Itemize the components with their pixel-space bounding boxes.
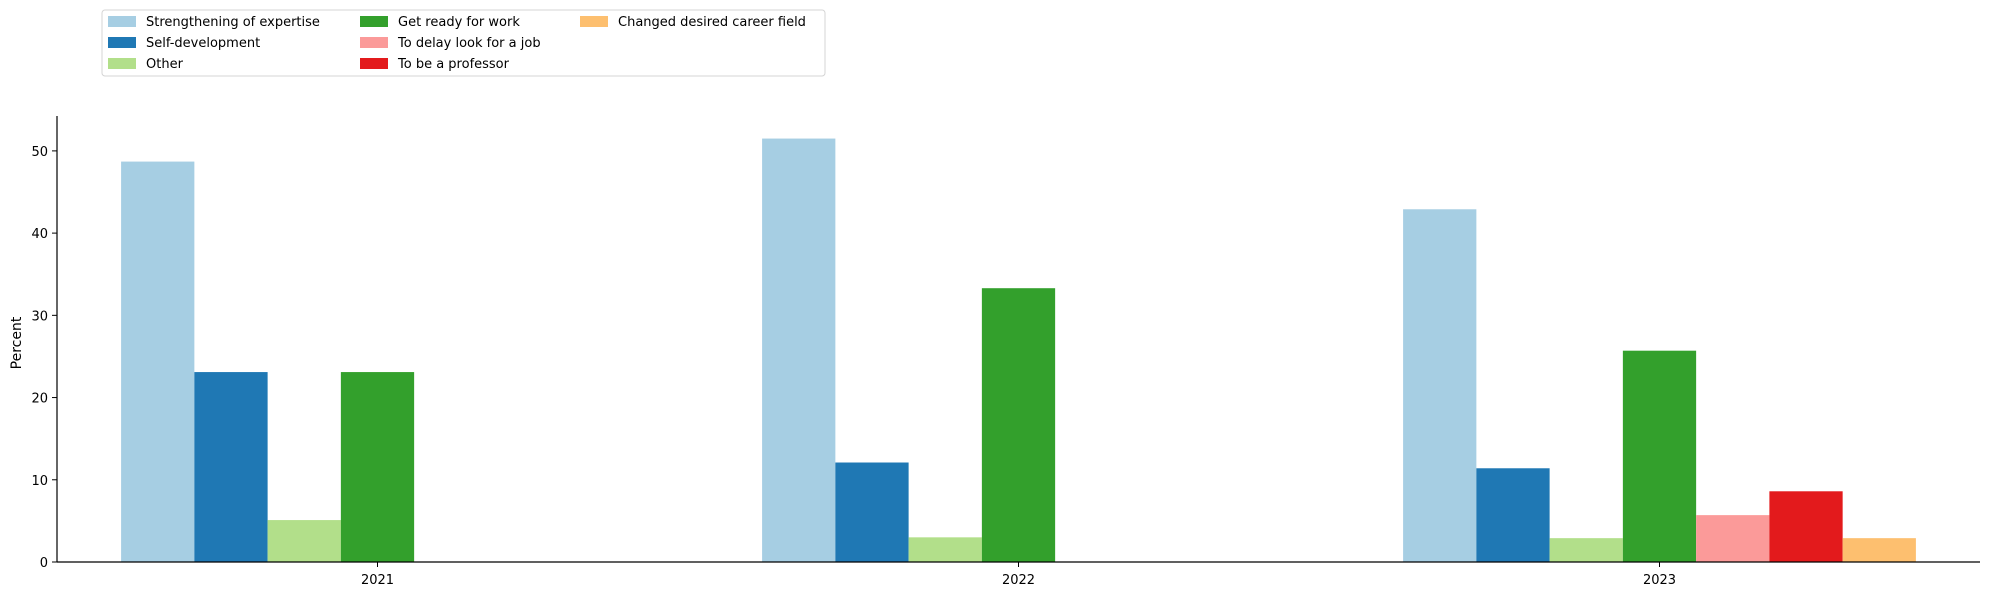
legend-swatch [360,37,388,48]
x-tick-label: 2022 [1002,573,1035,588]
legend-label: To delay look for a job [397,36,541,51]
legend-swatch [360,16,388,27]
legend-label: Self-development [146,36,260,51]
x-tick-label: 2023 [1643,573,1676,588]
bar-get-ready-for-work-2023 [1622,350,1697,562]
bar-self-development-2023 [1476,468,1550,562]
legend-swatch [360,58,388,69]
legend-label: Other [146,57,184,72]
bar-self-development-2021 [194,372,268,562]
bar-strengthening-of-expertise-2022 [762,138,836,562]
y-tick-label: 10 [31,474,48,489]
bar-strengthening-of-expertise-2021 [121,161,195,562]
bar-to-delay-look-for-a-job-2023 [1696,515,1770,562]
y-tick-label: 40 [31,227,48,242]
legend-swatch [108,16,136,27]
legend: Strengthening of expertise Self-developme… [101,9,826,77]
bars [121,138,1916,562]
legend-label: Get ready for work [398,15,520,30]
y-tick-label: 0 [40,556,48,571]
y-tick-label: 30 [31,309,48,324]
bar-get-ready-for-work-2021 [340,372,415,562]
bar-other-2022 [908,537,982,562]
bar-get-ready-for-work-2022 [981,288,1056,562]
bar-to-be-a-professor-2023 [1769,491,1843,562]
y-tick-label: 20 [31,392,48,407]
y-tick-label: 50 [31,145,48,160]
legend-label: Strengthening of expertise [146,15,320,30]
bar-other-2021 [267,520,341,562]
legend-frame [101,9,826,77]
legend-label: Changed desired career field [618,15,806,30]
legend-swatch [108,37,136,48]
axes: 0 10 20 30 40 50 2021 2022 2023 [31,116,1980,588]
bar-strengthening-of-expertise-2023 [1403,209,1477,562]
legend-label: To be a professor [397,57,510,72]
legend-swatch [580,16,608,27]
legend-swatch [108,58,136,69]
bar-self-development-2022 [835,462,909,562]
bar-changed-desired-career-field-2023 [1842,538,1916,562]
bar-other-2023 [1549,538,1623,562]
y-axis-label: Percent [9,316,25,369]
x-tick-label: 2021 [361,573,394,588]
